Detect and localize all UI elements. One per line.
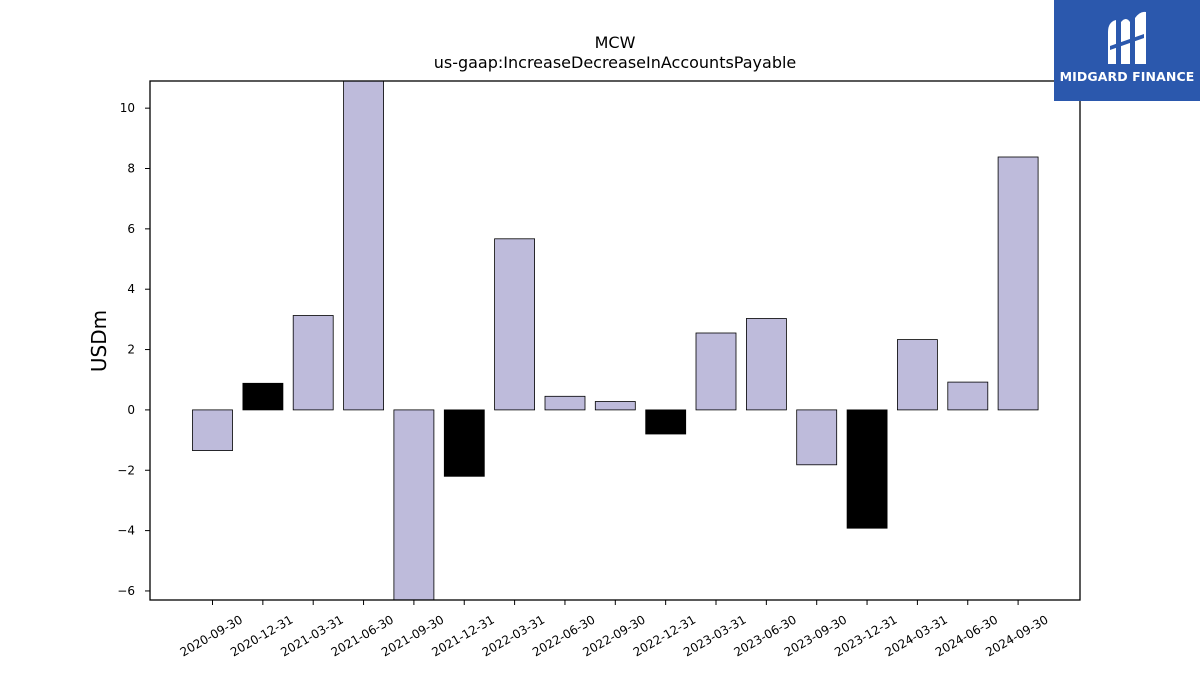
y-axis-label: USDm <box>87 310 111 372</box>
bar-2022-03-31 <box>494 238 536 411</box>
bar-2020-09-30 <box>192 409 233 451</box>
bar-2020-12-31 <box>242 382 284 411</box>
bar-2023-06-30 <box>746 318 787 411</box>
y-tick-label: 2 <box>127 343 135 357</box>
y-tick-label: 10 <box>120 101 135 115</box>
bar-2021-12-31 <box>443 409 485 477</box>
bar-2021-09-30 <box>393 409 435 601</box>
y-tick-label: −6 <box>117 584 135 598</box>
bar-2024-03-31 <box>897 339 938 411</box>
midgard-finance-logo: MIDGARD FINANCE <box>1054 0 1200 101</box>
bar-2023-09-30 <box>796 409 838 466</box>
bar-2021-06-30 <box>343 80 385 411</box>
y-tick-label: 0 <box>127 403 135 417</box>
bar-2022-06-30 <box>544 395 586 411</box>
bar-2023-03-31 <box>695 332 737 411</box>
y-tick-label: −2 <box>117 463 135 477</box>
y-tick-label: 8 <box>127 162 135 176</box>
y-axis-ticks: −6 −4 −2 0 2 4 6 8 10 <box>117 101 150 598</box>
bar-2021-03-31 <box>292 315 334 411</box>
chart-subtitle: us-gaap:IncreaseDecreaseInAccountsPayabl… <box>434 53 797 72</box>
y-tick-label: 4 <box>127 282 135 296</box>
y-tick-label: −4 <box>117 524 135 538</box>
plot-frame <box>149 80 1081 601</box>
bar-2023-12-31 <box>846 409 888 529</box>
bar-2022-12-31 <box>645 409 687 435</box>
y-tick-label: 6 <box>127 222 135 236</box>
chart-title: MCW <box>595 33 636 52</box>
x-axis-ticks: 2020-09-302020-12-312021-03-312021-06-30… <box>178 600 1051 659</box>
bar-2022-09-30 <box>594 401 636 411</box>
bar-2024-06-30 <box>947 381 989 411</box>
midgard-logo-icon <box>1108 11 1146 64</box>
logo-text: MIDGARD FINANCE <box>1059 69 1195 84</box>
bars-group <box>192 80 1039 601</box>
bar-2024-09-30 <box>997 156 1039 411</box>
